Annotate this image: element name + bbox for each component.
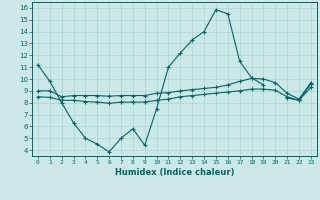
X-axis label: Humidex (Indice chaleur): Humidex (Indice chaleur) [115, 168, 234, 177]
